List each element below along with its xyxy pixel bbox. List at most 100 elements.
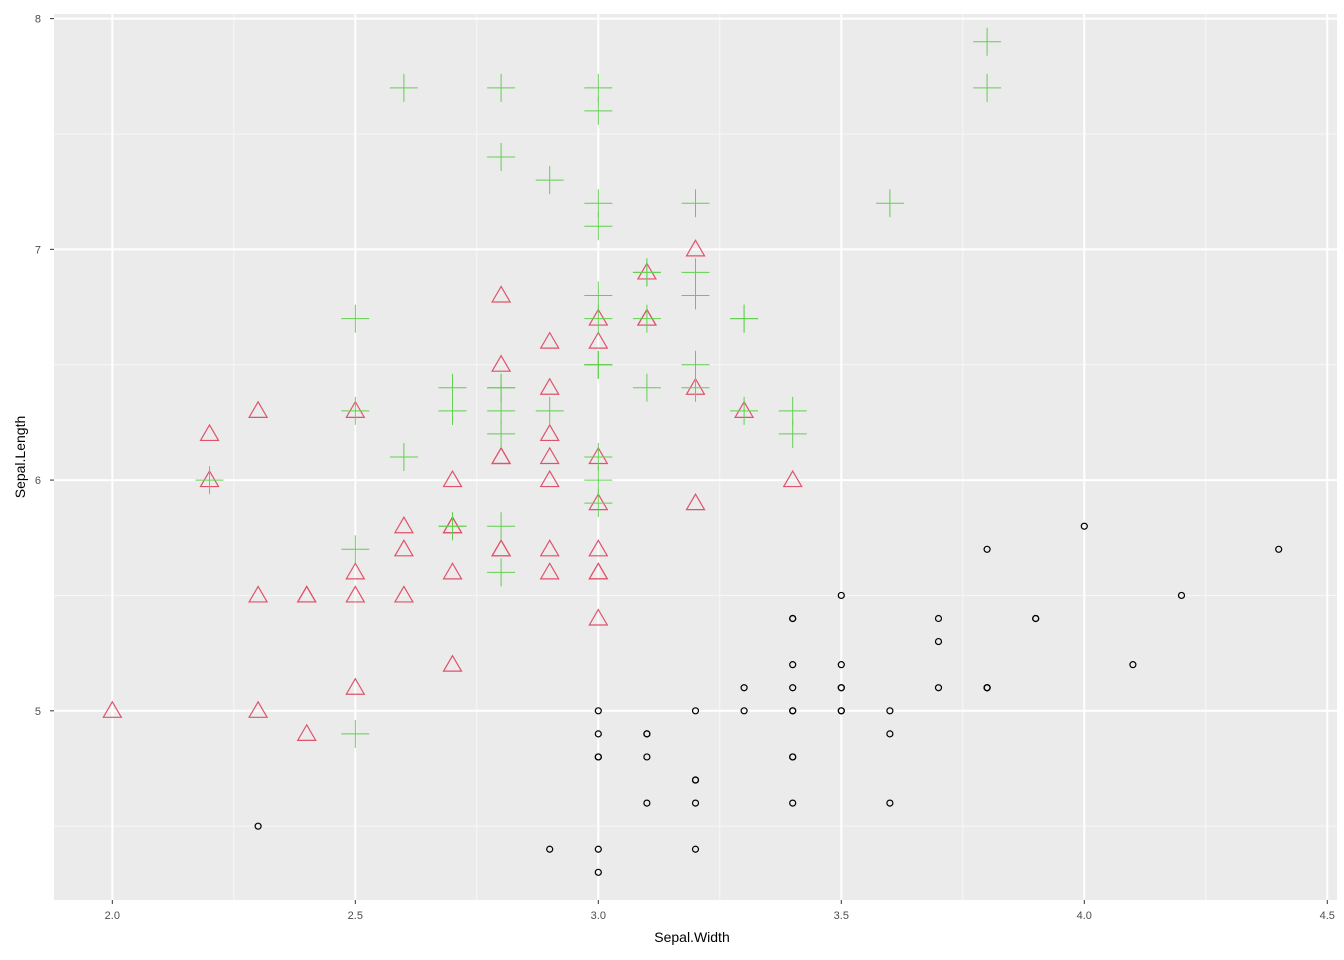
data-point-triangle [248,400,269,418]
data-point-plus [632,304,661,333]
data-point-triangle [491,539,512,557]
data-point-plus [681,189,710,218]
data-point-circle [691,799,700,807]
major-gridlines [54,14,1337,900]
data-point-triangle [539,331,560,349]
data-point-triangle [685,239,706,257]
data-point-triangle [539,377,560,395]
data-point-plus [341,304,370,333]
x-tick-label: 2.0 [105,910,120,922]
data-point-circle [837,684,845,692]
data-point-plus [973,27,1002,56]
data-point-circle [546,845,554,853]
data-point-circle [837,707,845,715]
data-point-circle [594,753,602,761]
data-point-circle [789,614,797,623]
data-point-plus [341,719,370,748]
data-point-triangle [199,423,220,442]
data-point-circle [1032,614,1040,623]
data-point-triangle [248,700,269,718]
x-axis-ticks: 2.0 2.5 3.0 3.5 4.0 4.5 [105,900,1335,922]
data-point-triangle [296,585,317,603]
data-point-plus [778,419,807,448]
data-point-circle [789,799,797,807]
data-point-triangle [539,469,560,488]
data-point-plus [487,512,516,541]
data-point-circle [983,684,991,692]
data-point-triangle [588,608,609,626]
data-point-triangle [248,585,269,603]
y-axis-ticks: 5 6 7 8 [35,14,54,718]
data-point-plus [730,396,759,425]
x-tick-label: 2.5 [348,910,363,922]
data-point-plus [973,73,1002,102]
data-point-circle [789,753,797,761]
data-point-circle [934,614,943,623]
data-point-circle [886,799,894,807]
data-point-triangle [782,469,803,488]
data-point-triangle [539,539,560,557]
data-point-circle [886,707,894,715]
data-point-circle [789,684,797,692]
data-point-triangle [345,677,366,695]
data-point-circle [643,799,651,807]
data-point-triangle [685,492,706,511]
data-point-circle [934,637,943,646]
data-point-triangle [442,654,463,672]
y-tick-label: 5 [35,706,41,718]
x-tick-label: 4.5 [1320,910,1335,922]
data-point-triangle [442,469,463,488]
data-point-triangle [345,562,366,580]
data-point-plus [730,304,759,333]
data-point-circle [691,776,700,784]
data-point-circle [643,753,651,761]
data-point-circle [789,707,797,715]
data-point-triangle [539,423,560,442]
data-point-triangle [491,354,512,372]
y-tick-label: 6 [35,475,41,487]
data-point-plus [632,373,661,402]
data-point-circle [983,545,991,553]
x-axis-title: Sepal.Width [654,929,729,945]
x-tick-label: 3.5 [834,910,849,922]
data-point-plus [681,281,710,310]
data-point-triangle [102,700,123,718]
data-point-plus [341,396,370,425]
data-point-plus [389,443,418,471]
data-point-circle [740,684,748,692]
data-point-circle [740,707,748,715]
data-point-triangle [393,516,414,534]
data-point-triangle [539,446,560,465]
data-point-triangle [539,562,560,580]
data-point-plus [875,189,904,218]
data-point-circle [691,845,700,853]
data-point-plus [487,73,516,102]
data-point-circle [837,591,845,600]
data-point-triangle [491,285,512,303]
x-tick-label: 3.0 [591,910,606,922]
data-point-triangle [588,539,609,557]
data-point-plus [341,535,370,564]
data-point-plus [487,558,516,587]
data-point-triangle [588,562,609,580]
data-point-circle [1177,591,1186,600]
y-tick-label: 7 [35,244,41,256]
data-point-plus [389,73,418,102]
data-point-circle [594,868,602,876]
data-point-circle [1275,545,1283,553]
data-point-triangle [296,723,317,741]
data-point-circle [594,845,602,853]
data-point-circle [837,661,845,669]
data-point-plus [438,396,467,425]
data-point-plus [195,466,224,495]
x-tick-label: 4.0 [1077,910,1092,922]
data-point-plus [584,73,613,102]
data-point-triangle [393,585,414,603]
data-point-plus [487,396,516,425]
data-point-circle [934,684,943,692]
data-point-circle [254,822,262,830]
data-point-triangle [491,446,512,465]
data-point-circle [886,730,894,738]
data-point-plus [487,143,516,172]
